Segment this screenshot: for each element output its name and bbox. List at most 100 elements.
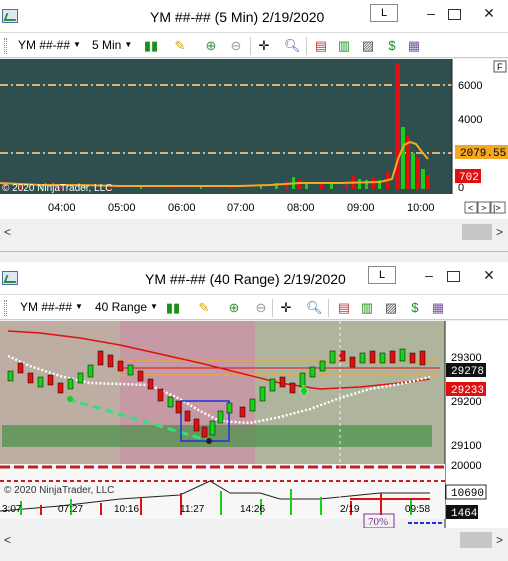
scroll-thumb[interactable] <box>460 532 492 548</box>
y-tick-label: 29100 <box>451 440 482 452</box>
lower-y-tick-label: 20000 <box>451 460 482 472</box>
templates-icon[interactable]: ▨ <box>361 38 375 53</box>
maximize-icon[interactable] <box>448 9 461 20</box>
title-bar[interactable]: YM ##-## (5 Min) 2/19/2020 L – ✕ <box>0 0 508 32</box>
x-tick-label: 3:07 <box>2 504 22 515</box>
properties-icon[interactable]: ▦ <box>431 300 445 315</box>
pencil-icon[interactable]: ✎ <box>174 38 186 53</box>
x-tick-label: 06:00 <box>168 202 196 214</box>
x-tick-label: 08:00 <box>287 202 315 214</box>
y-tick-label: 29300 <box>451 352 482 364</box>
scroll-back-button[interactable] <box>464 201 478 214</box>
indicators-icon[interactable]: ▤ <box>314 38 328 53</box>
close-icon[interactable]: ✕ <box>483 267 495 283</box>
price-badge-red <box>446 382 486 396</box>
scroll-right-arrow-icon[interactable]: > <box>496 533 504 547</box>
scroll-thumb[interactable] <box>462 224 492 240</box>
zoom-in-icon[interactable]: ⊕ <box>228 300 240 315</box>
scroll-left-arrow-icon[interactable]: < <box>4 225 12 239</box>
maximize-icon[interactable] <box>447 271 460 282</box>
indicators-icon[interactable]: ▤ <box>337 300 351 315</box>
bar-type-icon[interactable]: ▮▮ <box>165 300 181 315</box>
interval-selector[interactable]: 40 Range ▼ <box>95 300 158 314</box>
zoom-out-icon[interactable]: ⊖ <box>230 38 242 53</box>
price-badge-black-text: 29278 <box>451 366 484 378</box>
lower-badge-black-text: 1464 <box>451 508 478 520</box>
interval-selector[interactable]: 5 Min ▼ <box>92 38 133 52</box>
lower-badge-black <box>446 505 478 519</box>
panel-f-button[interactable] <box>493 60 507 73</box>
x-tick-label: 10:00 <box>407 202 435 214</box>
volume-average-line <box>0 140 429 187</box>
dollar-icon[interactable]: $ <box>388 38 396 53</box>
zoom-out-icon[interactable]: ⊖ <box>255 300 267 315</box>
minimize-icon[interactable]: – <box>425 267 433 283</box>
signal-diamond <box>299 384 309 398</box>
horizontal-scrollbar[interactable]: < > <box>0 220 508 244</box>
close-icon[interactable]: ✕ <box>483 5 495 21</box>
y-tick-label: 6000 <box>458 80 482 92</box>
properties-icon[interactable]: ▦ <box>407 38 421 53</box>
instrument-selector[interactable]: YM ##-## ▼ <box>18 38 81 52</box>
crosshair-icon[interactable]: ✛ <box>280 300 292 315</box>
x-tick-label: 07:00 <box>227 202 255 214</box>
scroll-forward-button[interactable] <box>477 201 491 214</box>
instrument-label: YM ##-## <box>18 38 71 52</box>
y-tick-label: 0 <box>458 182 464 194</box>
toolbar-grip[interactable] <box>4 300 7 316</box>
scroll-forward-label: > <box>481 203 486 213</box>
panel-f-label: F <box>497 62 503 72</box>
crosshair-icon[interactable]: ✛ <box>258 38 270 53</box>
price-badge-orange <box>455 145 508 159</box>
instrument-selector[interactable]: YM ##-## ▼ <box>20 300 83 314</box>
templates-icon[interactable]: ▨ <box>384 300 398 315</box>
indicator-bars <box>20 489 412 515</box>
minimize-icon[interactable]: – <box>427 5 435 21</box>
toolbar-grip[interactable] <box>4 38 7 54</box>
horizontal-scrollbar[interactable]: < > <box>0 528 508 552</box>
pencil-icon[interactable]: ✎ <box>198 300 210 315</box>
y-tick-label: 4000 <box>458 114 482 126</box>
link-button[interactable]: L <box>370 4 398 22</box>
red-moving-average <box>7 330 431 390</box>
bar-type-icon[interactable]: ▮▮ <box>143 38 159 53</box>
window-title: YM ##-## (5 Min) 2/19/2020 <box>150 9 325 25</box>
x-tick-label: 14:26 <box>240 504 265 515</box>
lower-badge-white <box>445 484 487 500</box>
strategies-icon[interactable]: ▥ <box>337 38 351 53</box>
copyright-text: © 2020 NinjaTrader, LLC <box>2 183 112 194</box>
candles <box>7 348 426 438</box>
scroll-end-label: |> <box>493 203 501 213</box>
chart-app-icon <box>2 271 18 285</box>
link-button[interactable]: L <box>368 266 396 284</box>
scroll-end-button[interactable] <box>490 201 506 214</box>
scroll-right-arrow-icon[interactable]: > <box>496 225 504 239</box>
title-bar[interactable]: YM ##-## (40 Range) 2/19/2020 L – ✕ <box>0 262 508 294</box>
chart-toolbar: YM ##-## ▼ 40 Range ▼ ▮▮ ✎ ⊕ ⊖ ✛ 🔍︎ ▤ ▥ ▨ … <box>0 294 508 320</box>
percent-label: 70% <box>368 516 388 528</box>
volume-panel-bg <box>0 59 452 194</box>
magnifier-icon[interactable]: 🔍︎ <box>306 300 323 315</box>
x-tick-label: 04:00 <box>48 202 76 214</box>
window-title: YM ##-## (40 Range) 2/19/2020 <box>145 271 346 287</box>
x-tick-label: 05:00 <box>108 202 136 214</box>
magnifier-icon[interactable]: 🔍︎ <box>284 38 301 53</box>
chart-app-icon <box>2 9 18 23</box>
lower-indicator-panel <box>0 464 445 519</box>
volume-chart[interactable]: 6000 4000 2000 0 F 2079.55 702 © 2020 Ni… <box>0 59 508 219</box>
strategies-icon[interactable]: ▥ <box>360 300 374 315</box>
zoom-in-icon[interactable]: ⊕ <box>205 38 217 53</box>
copyright-text: © 2020 NinjaTrader, LLC <box>4 485 114 496</box>
x-tick-label: 09:00 <box>347 202 375 214</box>
x-tick-label: 07:27 <box>58 504 83 515</box>
dollar-icon[interactable]: $ <box>411 300 419 315</box>
chart-toolbar: YM ##-## ▼ 5 Min ▼ ▮▮ ✎ ⊕ ⊖ ✛ 🔍︎ ▤ ▥ ▨ $ ▦ <box>0 32 508 58</box>
interval-label: 5 Min <box>92 38 122 52</box>
range-chart[interactable]: 29300 29200 29100 29278 29233 20000 <box>0 321 508 534</box>
x-tick-label: 11:27 <box>180 504 205 515</box>
demand-zone <box>2 425 432 447</box>
interval-label: 40 Range <box>95 300 148 314</box>
chart-window-40range: YM ##-## (40 Range) 2/19/2020 L – ✕ YM #… <box>0 262 508 561</box>
lower-badge-white-text: 10690 <box>451 488 484 500</box>
scroll-left-arrow-icon[interactable]: < <box>4 533 12 547</box>
